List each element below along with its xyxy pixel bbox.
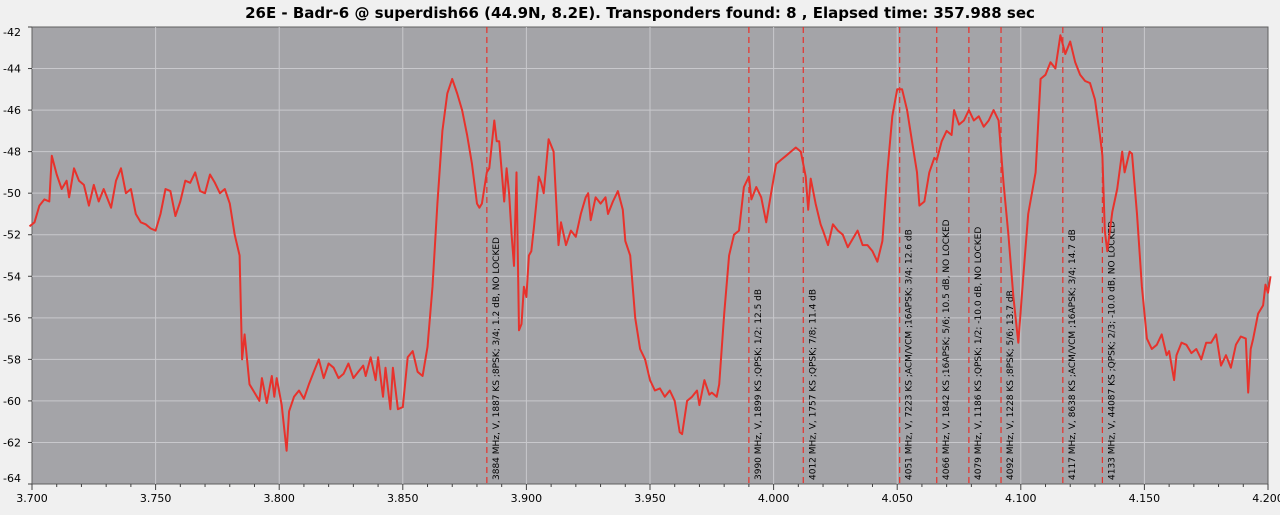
x-tick-label: 3.700: [16, 492, 48, 505]
x-tick-label: 3.900: [511, 492, 543, 505]
marker-label: 4051 MHz, V, 7223 KS ;ACM/VCM ;16APSK; 3…: [905, 229, 915, 480]
x-axis: 3.700 3.750 3.800 3.850 3.900 3.950 4.000 4.050…: [16, 484, 1280, 505]
y-tick-label: -42: [3, 26, 21, 39]
x-tick-label: 4.200: [1252, 492, 1280, 505]
y-tick-label: -48: [3, 146, 21, 159]
y-tick-label: -54: [3, 270, 21, 283]
x-tick-label: 3.750: [140, 492, 172, 505]
x-tick-label: 4.050: [881, 492, 913, 505]
y-tick-label: -56: [3, 312, 21, 325]
marker-label: 4092 MHz, V, 1228 KS ;8PSK; 5/6; 13.7 dB: [1006, 290, 1016, 480]
marker-label: 4079 MHz, V, 1186 KS ;QPSK; 1/2; -10.0 d…: [974, 227, 984, 480]
y-tick-label: -52: [3, 229, 21, 242]
y-tick-label: -50: [3, 187, 21, 200]
x-tick-label: 4.150: [1129, 492, 1161, 505]
grid: [32, 27, 1268, 484]
spectrum-line: [28, 34, 1272, 452]
transponder-markers: 3884 MHz, V, 1887 KS ;8PSK; 3/4; 1.2 dB,…: [486, 27, 1117, 484]
y-tick-label: -58: [3, 353, 21, 366]
marker-label: 3990 MHz, V, 1899 KS ;QPSK; 1/2; 12.5 dB: [754, 289, 764, 480]
series-layer: [28, 34, 1272, 452]
marker-label: 4066 MHz, V, 1842 KS ;16APSK; 5/6; 10.5 …: [942, 219, 952, 480]
y-tick-label: -46: [3, 104, 21, 117]
y-axis: -42 -44 -46 -48 -50 -52 -54 -56 -58 -60 -62 -64: [3, 26, 32, 485]
chart-title: 26E - Badr-6 @ superdish66 (44.9N, 8.2E)…: [245, 4, 1035, 22]
marker-label: 4133 MHz, V, 44087 KS ;QPSK; 2/3; -10.0 …: [1107, 221, 1117, 480]
y-tick-label: -44: [3, 63, 21, 76]
x-tick-label: 3.950: [634, 492, 666, 505]
x-tick-label: 3.800: [263, 492, 295, 505]
y-tick-label: -64: [3, 472, 21, 485]
x-tick-label: 4.100: [1005, 492, 1037, 505]
y-tick-label: -62: [3, 436, 21, 449]
x-tick-label: 3.850: [387, 492, 419, 505]
y-tick-label: -60: [3, 395, 21, 408]
marker-label: 3884 MHz, V, 1887 KS ;8PSK; 3/4; 1.2 dB,…: [492, 237, 502, 480]
x-tick-label: 4.000: [758, 492, 790, 505]
marker-label: 4117 MHz, V, 8638 KS ;ACM/VCM ;16APSK; 3…: [1068, 229, 1078, 480]
marker-label: 4012 MHz, V, 1757 KS ;QPSK; 7/8; 11.4 dB: [808, 289, 818, 480]
